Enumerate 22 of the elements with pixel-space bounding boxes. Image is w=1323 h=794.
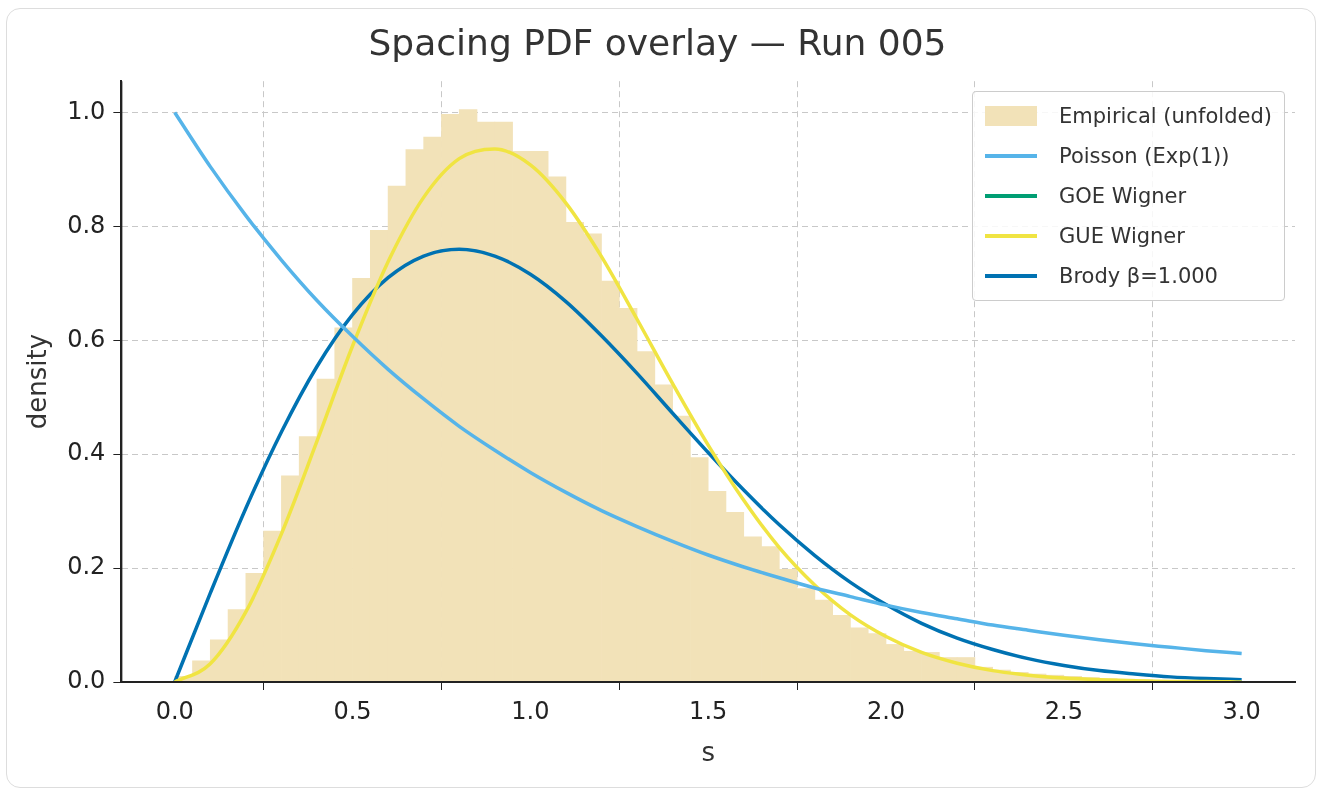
y-tick-label: 0.8 xyxy=(67,210,106,239)
x-tick-label: 2.0 xyxy=(866,696,906,725)
y-tick-label: 0.4 xyxy=(67,438,106,467)
x-tick-label: 1.5 xyxy=(689,696,728,725)
x-tick-label: 3.0 xyxy=(1222,696,1261,725)
legend-label: GUE Wigner xyxy=(1059,224,1185,249)
y-tick-label: 1.0 xyxy=(67,96,106,125)
legend-label: GOE Wigner xyxy=(1059,184,1187,209)
x-tick-label: 0.5 xyxy=(333,696,372,725)
y-tick-label: 0.0 xyxy=(67,666,106,695)
line-series xyxy=(172,247,1244,682)
y-tick-label: 0.6 xyxy=(67,324,106,353)
legend-label: Brody β=1.000 xyxy=(1059,264,1218,289)
x-tick-label: 2.5 xyxy=(1044,696,1083,725)
chart-title: Spacing PDF overlay — Run 005 xyxy=(368,21,947,63)
y-tick-label: 0.2 xyxy=(67,552,106,581)
y-axis-title: density xyxy=(22,333,53,430)
legend-label: Empirical (unfolded) xyxy=(1059,104,1272,129)
x-tick-label: 1.0 xyxy=(511,696,550,725)
legend-label: Poisson (Exp(1)) xyxy=(1059,144,1230,169)
x-axis-title: s xyxy=(701,737,715,768)
x-tick-label: 0.0 xyxy=(155,696,194,725)
